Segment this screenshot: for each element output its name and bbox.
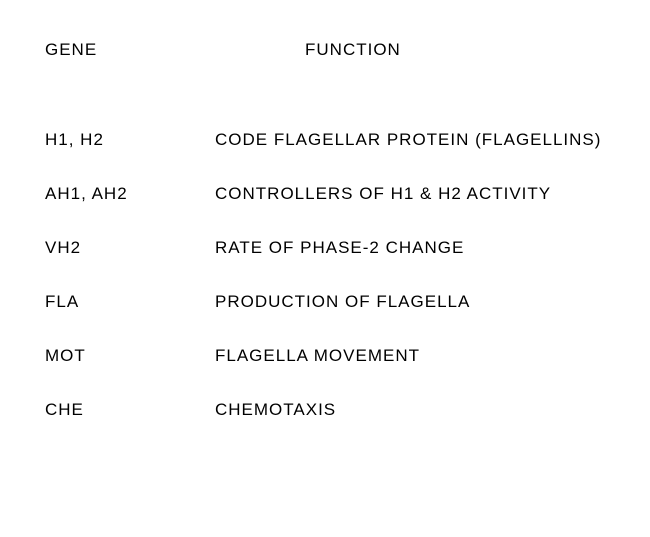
gene-cell: H1, H2 bbox=[45, 130, 215, 150]
function-cell: RATE OF PHASE-2 CHANGE bbox=[215, 238, 615, 258]
function-cell: PRODUCTION OF FLAGELLA bbox=[215, 292, 615, 312]
gene-cell: FLA bbox=[45, 292, 215, 312]
gene-cell: MOT bbox=[45, 346, 215, 366]
column-header-gene: GENE bbox=[45, 40, 215, 60]
function-cell: CONTROLLERS OF H1 & H2 ACTIVITY bbox=[215, 184, 615, 204]
table-header-row: GENE FUNCTION bbox=[45, 40, 615, 60]
gene-cell: AH1, AH2 bbox=[45, 184, 215, 204]
table-row: FLA PRODUCTION OF FLAGELLA bbox=[45, 292, 615, 312]
gene-function-table: GENE FUNCTION H1, H2 CODE FLAGELLAR PROT… bbox=[45, 40, 615, 454]
table-row: CHE CHEMOTAXIS bbox=[45, 400, 615, 420]
function-cell: FLAGELLA MOVEMENT bbox=[215, 346, 615, 366]
gene-cell: VH2 bbox=[45, 238, 215, 258]
function-cell: CHEMOTAXIS bbox=[215, 400, 615, 420]
table-row: H1, H2 CODE FLAGELLAR PROTEIN (FLAGELLIN… bbox=[45, 130, 615, 150]
table-row: MOT FLAGELLA MOVEMENT bbox=[45, 346, 615, 366]
function-cell: CODE FLAGELLAR PROTEIN (FLAGELLINS) bbox=[215, 130, 615, 150]
table-row: VH2 RATE OF PHASE-2 CHANGE bbox=[45, 238, 615, 258]
gene-cell: CHE bbox=[45, 400, 215, 420]
column-header-function: FUNCTION bbox=[215, 40, 615, 60]
table-row: AH1, AH2 CONTROLLERS OF H1 & H2 ACTIVITY bbox=[45, 184, 615, 204]
